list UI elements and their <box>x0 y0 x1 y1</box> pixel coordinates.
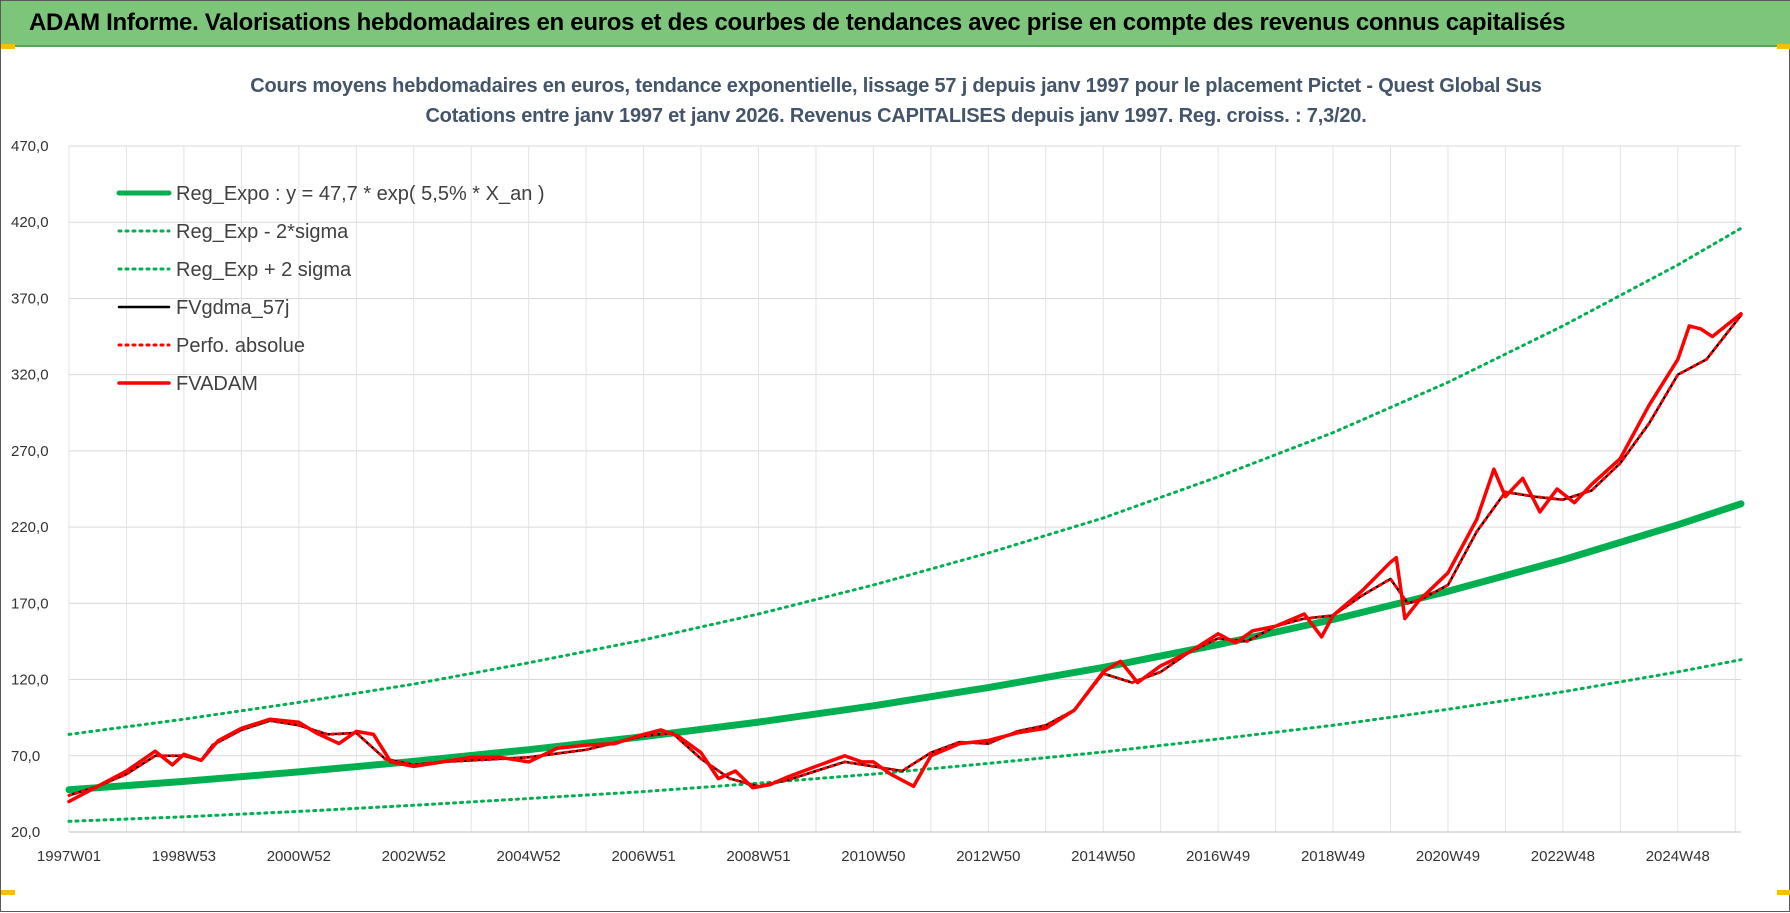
chart-title-block: Cours moyens hebdomadaires en euros, ten… <box>1 71 1790 131</box>
y-tick-label: 120,0 <box>11 672 49 689</box>
series-line-5 <box>67 311 1743 804</box>
series-line-1 <box>67 658 1743 823</box>
corner-marker <box>1777 890 1790 895</box>
y-tick-label: 320,0 <box>11 367 49 384</box>
x-tick-label: 2000W52 <box>267 848 331 865</box>
legend-label: Reg_Expo : y = 47,7 * exp( 5,5% * X_an ) <box>176 183 545 205</box>
y-tick-label: 70,0 <box>11 748 40 765</box>
y-tick-label: 220,0 <box>11 519 49 536</box>
x-tick-label: 2024W48 <box>1646 848 1710 865</box>
x-tick-label: 2004W52 <box>497 848 561 865</box>
x-tick-label: 2016W49 <box>1186 848 1250 865</box>
legend-label: FVADAM <box>176 373 258 395</box>
y-tick-label: 370,0 <box>11 290 49 307</box>
y-tick-label: 270,0 <box>11 443 49 460</box>
report-title: ADAM Informe. Valorisations hebdomadaire… <box>29 9 1566 36</box>
corner-marker <box>1777 44 1790 49</box>
y-tick-label: 170,0 <box>11 595 49 612</box>
legend-label: FVgdma_57j <box>176 297 289 319</box>
x-tick-label: 2018W49 <box>1301 848 1365 865</box>
report-banner: ADAM Informe. Valorisations hebdomadaire… <box>1 1 1790 47</box>
y-tick-label: 420,0 <box>11 214 49 231</box>
chart-title: Cours moyens hebdomadaires en euros, ten… <box>250 75 1542 97</box>
legend-label: Reg_Exp - 2*sigma <box>176 221 349 243</box>
y-tick-label: 470,0 <box>11 138 49 155</box>
y-tick-label: 20,0 <box>11 824 40 841</box>
x-tick-label: 2022W48 <box>1531 848 1595 865</box>
x-tick-label: 2014W50 <box>1071 848 1135 865</box>
x-tick-label: 1998W53 <box>152 848 216 865</box>
corner-marker <box>1 44 15 49</box>
x-tick-label: 2010W50 <box>841 848 905 865</box>
chart-series <box>65 226 1745 823</box>
legend-label: Perfo. absolue <box>176 335 305 357</box>
chart-legend: Reg_Expo : y = 47,7 * exp( 5,5% * X_an )… <box>116 183 545 395</box>
x-tick-label: 2012W50 <box>956 848 1020 865</box>
x-tick-label: 2006W51 <box>611 848 675 865</box>
chart-grid <box>68 145 1741 833</box>
x-tick-label: 2002W52 <box>382 848 446 865</box>
series-line-4 <box>67 313 1743 797</box>
x-tick-label: 1997W01 <box>37 848 101 865</box>
series-line-2 <box>67 226 1743 736</box>
chart-axes: 20,0 70,0 120,0 170,0 220,0 270,0 320,0 370,0 42… <box>11 138 1741 865</box>
series-line-3 <box>67 313 1743 797</box>
x-tick-label: 2020W49 <box>1416 848 1480 865</box>
x-tick-label: 2008W51 <box>726 848 790 865</box>
legend-label: Reg_Exp + 2 sigma <box>176 259 352 281</box>
series-line-0 <box>65 500 1745 794</box>
chart-subtitle: Cotations entre janv 1997 et janv 2026. … <box>425 105 1367 127</box>
corner-marker <box>1 890 15 895</box>
